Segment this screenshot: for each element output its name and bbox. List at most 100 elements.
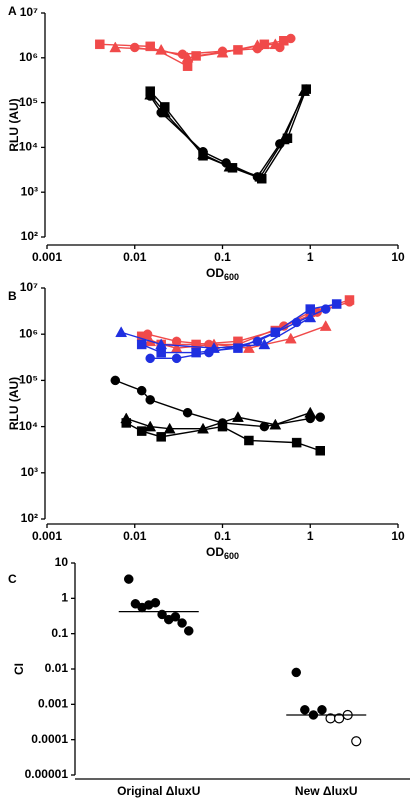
marker-circle	[177, 618, 187, 628]
x-axis-label: OD600	[206, 545, 239, 561]
marker-circle	[110, 375, 121, 386]
marker-square	[95, 39, 105, 50]
marker-square	[233, 343, 243, 353]
x-tick-label: 1	[307, 529, 314, 543]
marker-circle	[320, 304, 331, 314]
x-tick-label: 10	[391, 529, 405, 543]
marker-circle	[221, 158, 231, 168]
x-tick-label: 0.01	[123, 250, 147, 264]
panel-label: A	[8, 4, 17, 18]
marker-circle	[300, 705, 310, 715]
marker-square	[291, 437, 302, 448]
marker-circle	[171, 336, 182, 347]
y-tick-label: 10⁶	[19, 326, 38, 340]
y-tick-label: 0.1	[51, 626, 68, 640]
y-tick-label: 0.00001	[25, 767, 69, 781]
x-axis-label-main: OD	[206, 545, 224, 559]
marker-circle	[291, 667, 301, 678]
marker-circle	[145, 395, 155, 405]
marker-triangle	[242, 342, 255, 353]
marker-circle	[275, 139, 285, 149]
marker-circle	[142, 329, 153, 339]
marker-circle	[317, 705, 327, 715]
y-tick-label: 10³	[21, 184, 38, 198]
marker-circle	[315, 412, 325, 422]
marker-circle	[252, 172, 263, 182]
x-tick-label: 0.1	[214, 529, 231, 543]
y-tick-label: 10²	[21, 229, 38, 243]
marker-circle	[150, 597, 161, 608]
y-axis-label: RLU (AU)	[7, 377, 21, 430]
y-tick-label: 10	[55, 555, 69, 569]
marker-square	[136, 426, 147, 436]
marker-circle	[301, 84, 311, 94]
marker-triangle	[109, 41, 122, 53]
y-tick-label: 0.001	[38, 697, 68, 711]
marker-triangle	[232, 411, 244, 422]
y-tick-label: 10²	[21, 511, 38, 525]
marker-circle	[252, 336, 263, 347]
marker-circle	[291, 317, 302, 328]
marker-square	[121, 418, 131, 428]
panel-label: B	[8, 289, 17, 303]
marker-circle	[156, 107, 166, 118]
y-tick-label: 10⁵	[19, 373, 38, 387]
y-tick-label: 10⁴	[19, 419, 38, 433]
marker-circle	[286, 33, 296, 44]
marker-square	[331, 299, 342, 309]
marker-circle	[252, 43, 263, 54]
marker-square	[217, 421, 228, 432]
marker-circle	[182, 407, 193, 418]
marker-circle	[177, 49, 188, 60]
marker-triangle	[155, 338, 168, 350]
marker-triangle	[269, 418, 282, 430]
x-tick-label: Original ΔluxU	[117, 784, 200, 798]
y-tick-label: 10⁶	[19, 50, 38, 64]
marker-circle	[145, 353, 155, 364]
marker-square	[136, 339, 147, 350]
marker-circle	[334, 713, 345, 724]
marker-circle	[184, 626, 194, 636]
y-tick-label: 0.01	[45, 661, 69, 675]
x-tick-label: New ΔluxU	[295, 784, 358, 798]
marker-square	[315, 446, 325, 456]
marker-triangle	[319, 320, 332, 331]
y-tick-label: 1	[61, 591, 68, 605]
x-tick-label: 0.001	[32, 250, 62, 264]
panel-label: C	[8, 572, 17, 586]
marker-triangle	[144, 420, 157, 432]
x-tick-label: 0.001	[32, 529, 62, 543]
marker-circle	[217, 46, 228, 57]
marker-triangle	[304, 406, 317, 418]
y-tick-label: 10⁴	[19, 140, 38, 154]
marker-triangle	[258, 338, 271, 350]
y-tick-label: 10⁵	[19, 95, 38, 109]
marker-circle	[198, 146, 208, 157]
marker-circle	[130, 42, 140, 53]
marker-square	[156, 432, 166, 442]
x-tick-label: 0.1	[214, 250, 231, 264]
marker-square	[182, 61, 193, 71]
marker-square	[244, 435, 254, 446]
marker-circle	[344, 297, 355, 307]
x-tick-label: 1	[307, 250, 314, 264]
marker-circle	[275, 42, 285, 53]
marker-triangle	[284, 332, 297, 344]
marker-square	[145, 41, 155, 52]
y-tick-label: 10³	[21, 465, 38, 479]
marker-circle	[171, 353, 182, 364]
x-axis-label: OD600	[206, 266, 239, 282]
marker-triangle	[115, 326, 128, 338]
marker-circle	[136, 385, 147, 396]
marker-square	[156, 347, 166, 358]
marker-circle	[351, 736, 362, 747]
y-tick-label: 10⁷	[20, 280, 38, 294]
marker-circle	[145, 91, 155, 101]
marker-triangle	[163, 422, 176, 434]
y-tick-label: 10⁷	[20, 5, 38, 19]
marker-circle	[204, 347, 214, 358]
series-line	[141, 299, 350, 346]
x-axis-label-subscript: 600	[224, 272, 239, 282]
y-tick-label: 0.0001	[31, 732, 68, 746]
